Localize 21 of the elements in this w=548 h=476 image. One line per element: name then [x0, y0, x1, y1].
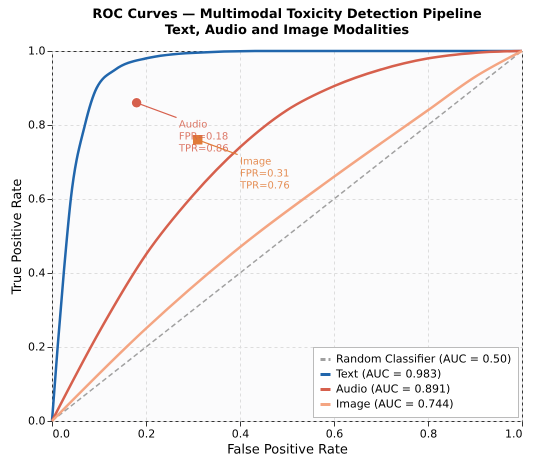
y-tick-label: 0.2: [28, 340, 46, 354]
legend-label: Image (AUC = 0.744): [336, 398, 454, 410]
y-tick-label: 0.0: [28, 414, 46, 428]
x-tick-label: 0.2: [138, 428, 156, 440]
chart-subtitle: Text, Audio and Image Modalities: [164, 23, 410, 38]
x-tick-label: 0.8: [420, 428, 438, 440]
y-tick-label: 0.4: [28, 266, 46, 280]
x-axis-title: False Positive Rate: [227, 442, 348, 458]
x-tick-label: 1.0: [505, 428, 522, 440]
x-tick-label: 0.4: [232, 428, 250, 440]
chart-title: ROC Curves — Multimodal Toxicity Detection Pipeline: [92, 7, 482, 22]
annotation: Image FPR=0.31 TPR=0.76: [239, 156, 290, 192]
legend-label: Text (AUC = 0.983): [335, 368, 442, 380]
x-tick-label: 0.0: [52, 428, 70, 440]
y-tick-label: 1.0: [28, 44, 46, 58]
y-axis-title: True Positive Rate: [10, 178, 26, 296]
x-tick-label: 0.6: [326, 428, 344, 440]
legend-label: Random Classifier (AUC = 0.50): [336, 352, 512, 366]
legend-label: Audio (AUC = 0.891): [336, 382, 450, 396]
y-tick-label: 0.8: [28, 118, 46, 132]
y-tick-label: 0.6: [28, 192, 46, 206]
